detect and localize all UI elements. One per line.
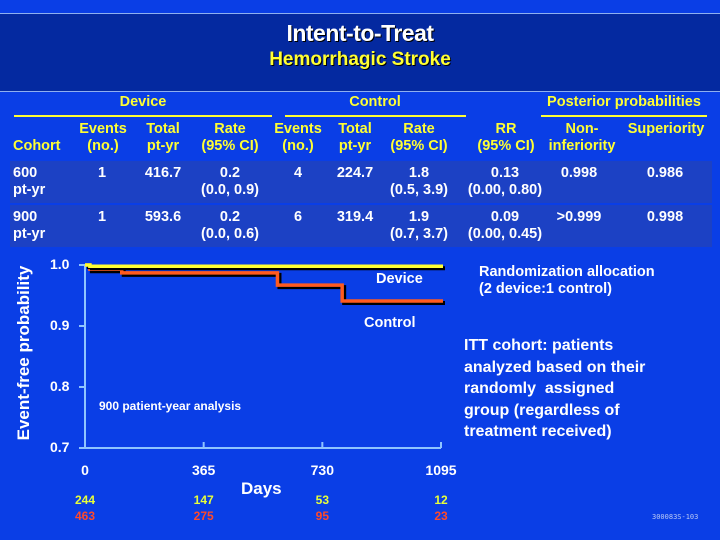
at-risk-device: 147: [193, 493, 214, 507]
itt-line-5: treatment received): [464, 423, 612, 440]
x-tick-label: 365: [191, 462, 216, 478]
col-ctl-total-2: pt-yr: [338, 138, 372, 154]
cell-ctl-rate: 1.9: [408, 209, 430, 225]
cell-ctl-rate: 1.8: [408, 165, 430, 181]
at-risk-device: 244: [74, 493, 96, 507]
y-tick-label: 0.9: [50, 317, 70, 333]
itt-line-3: randomly assigned: [464, 380, 615, 397]
col-cohort: Cohort: [13, 138, 61, 154]
col-dev-rate-1: Rate: [214, 121, 246, 137]
table-row-band-900: [10, 205, 712, 247]
slide-title: Intent-to-Treat: [286, 20, 434, 46]
curve-device: [85, 263, 443, 268]
itt-line-1: ITT cohort: patients: [464, 337, 614, 354]
col-dev-rate-2: (95% CI): [201, 138, 259, 154]
table-row-band-600: [10, 161, 712, 203]
cell-dev-total: 416.7: [144, 165, 182, 181]
cell-ctl-ci: (0.5, 3.9): [389, 182, 449, 198]
cell-cohort-unit: pt-yr: [13, 226, 46, 242]
allocation-line-1: Randomization allocation: [479, 264, 655, 280]
y-tick-label: 0.7: [50, 439, 70, 455]
col-superiority: Superiority: [627, 121, 705, 137]
itt-note: ITT cohort: patients analyzed based on t…: [464, 335, 645, 443]
cell-dev-rate: 0.2: [219, 165, 241, 181]
cell-cohort-unit: pt-yr: [13, 182, 46, 198]
cell-cohort: 600: [13, 165, 38, 181]
col-dev-events-1: Events: [79, 121, 127, 137]
cell-ctl-ci: (0.7, 3.7): [389, 226, 449, 242]
cell-ctl-total: 224.7: [336, 165, 374, 181]
cell-ctl-events: 4: [293, 165, 303, 181]
col-rr-2: (95% CI): [477, 138, 535, 154]
group-control: Control: [349, 94, 401, 110]
cell-dev-ci: (0.0, 0.6): [200, 226, 260, 242]
col-ctl-events-2: (no.): [282, 138, 314, 154]
cell-ctl-total: 319.4: [336, 209, 374, 225]
group-device: Device: [119, 94, 167, 110]
at-risk-control: 463: [74, 509, 96, 523]
col-dev-events-2: (no.): [87, 138, 119, 154]
slide-code: 300083S-103: [652, 513, 699, 521]
x-tick-label: 730: [310, 462, 334, 478]
cell-ctl-events: 6: [293, 209, 303, 225]
legend-device: Device: [376, 271, 423, 287]
cell-noninf: >0.999: [556, 209, 602, 225]
cell-dev-rate: 0.2: [219, 209, 241, 225]
col-noninf-2: inferiority: [548, 138, 616, 154]
at-risk-control: 275: [193, 509, 214, 523]
at-risk-device: 12: [434, 493, 448, 507]
x-tick-label: 1095: [425, 462, 457, 478]
itt-line-2: analyzed based on their: [464, 358, 646, 376]
cell-dev-ci: (0.0, 0.9): [200, 182, 260, 198]
itt-line-4: group (regardless of: [464, 401, 620, 419]
x-tick-label: 0: [81, 462, 89, 478]
cell-dev-total: 593.6: [144, 209, 182, 225]
at-risk-device: 53: [315, 493, 329, 507]
col-ctl-rate-2: (95% CI): [390, 138, 448, 154]
allocation-line-2: (2 device:1 control): [479, 281, 612, 297]
group-posterior: Posterior probabilities: [547, 94, 701, 110]
group-control-underline: [285, 115, 466, 117]
cell-rr: 0.09: [490, 209, 520, 225]
col-ctl-total-1: Total: [338, 121, 372, 137]
cell-rr-ci: (0.00, 0.80): [467, 182, 543, 198]
x-axis-label: Days: [241, 479, 282, 498]
chart-title: 900 patient-year analysis: [99, 399, 242, 413]
cell-noninf: 0.998: [560, 165, 598, 181]
legend-control: Control: [364, 315, 416, 331]
col-dev-total-2: pt-yr: [146, 138, 180, 154]
col-ctl-rate-1: Rate: [403, 121, 435, 137]
allocation-note: Randomization allocation (2 device:1 con…: [479, 264, 655, 298]
cell-sup: 0.998: [646, 209, 684, 225]
y-tick-label: 1.0: [50, 256, 70, 272]
cell-sup: 0.986: [646, 165, 684, 181]
col-dev-total-1: Total: [146, 121, 180, 137]
at-risk-control: 95: [315, 509, 329, 523]
cell-rr-ci: (0.00, 0.45): [467, 226, 543, 242]
top-stripe: [0, 0, 720, 13]
at-risk-control: 23: [434, 509, 448, 523]
col-ctl-events-1: Events: [274, 121, 322, 137]
col-rr-1: RR: [495, 121, 517, 137]
group-posterior-underline: [541, 115, 707, 117]
col-noninf-1: Non-: [565, 121, 599, 137]
cell-dev-events: 1: [97, 209, 107, 225]
group-device-underline: [14, 115, 272, 117]
cell-rr: 0.13: [490, 165, 520, 181]
cell-cohort: 900: [13, 209, 38, 225]
slide-subtitle: Hemorrhagic Stroke: [269, 49, 451, 70]
y-tick-label: 0.8: [50, 378, 70, 394]
slide-header: Intent-to-Treat Hemorrhagic Stroke: [0, 13, 720, 92]
cell-dev-events: 1: [97, 165, 107, 181]
